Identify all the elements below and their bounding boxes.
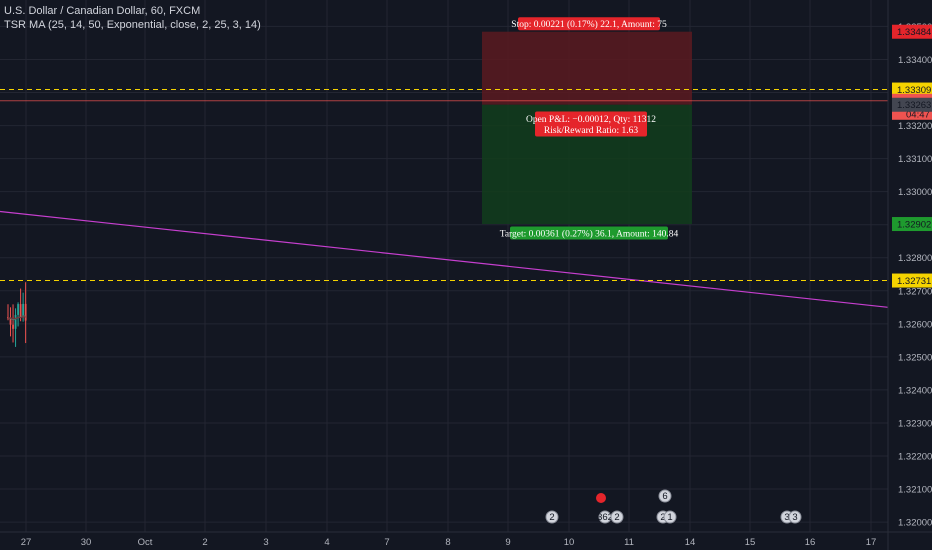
y-tick-label: 1.32100 xyxy=(898,485,932,496)
stop-zone xyxy=(482,31,692,105)
event-badge xyxy=(788,510,802,524)
candle-body xyxy=(9,317,12,325)
candle-body xyxy=(22,303,25,318)
trendline xyxy=(0,210,889,308)
event-badge-count: 3 xyxy=(792,512,797,523)
symbol-title: U.S. Dollar / Canadian Dollar, 60, FXCM xyxy=(4,5,201,17)
upper-level-price-tag xyxy=(892,82,932,97)
candle-body xyxy=(24,303,27,321)
upper-level-price-value: 1.33309 xyxy=(897,85,931,96)
y-tick-label: 1.32600 xyxy=(898,319,932,330)
x-tick-label: 16 xyxy=(805,537,816,548)
chart-legend: U.S. Dollar / Canadian Dollar, 60, FXCM … xyxy=(4,4,261,32)
x-tick-label: 27 xyxy=(21,537,32,548)
event-badge xyxy=(658,489,672,503)
x-tick-label: 15 xyxy=(745,537,756,548)
entry-price-value: 1.33263 xyxy=(897,100,931,111)
y-tick-label: 1.32300 xyxy=(898,418,932,429)
ma-slow-line xyxy=(7,316,26,319)
x-tick-label: 2 xyxy=(202,537,207,548)
x-tick-label: 8 xyxy=(445,537,450,548)
event-badge-count: 2 xyxy=(660,512,665,523)
x-tick-label: 4 xyxy=(324,537,329,548)
target-label-box xyxy=(510,226,668,240)
y-tick-label: 1.32500 xyxy=(898,352,932,363)
pnl-label-box xyxy=(535,111,647,137)
pnl-label-text: Risk/Reward Ratio: 1.63 xyxy=(544,126,638,136)
x-tick-label: 7 xyxy=(384,537,389,548)
event-badge xyxy=(663,510,677,524)
x-tick-label: Oct xyxy=(138,537,153,548)
indicator-title: TSR MA (25, 14, 50, Exponential, close, … xyxy=(4,19,261,31)
event-badge-count: 1 xyxy=(667,512,672,523)
entry-price-tag xyxy=(892,97,932,112)
y-tick-label: 1.33000 xyxy=(898,187,932,198)
x-tick-label: 11 xyxy=(624,537,634,548)
y-tick-label: 1.33400 xyxy=(898,55,932,66)
target-label-text: Target: 0.00361 (0.27%) 36.1, Amount: 14… xyxy=(500,229,679,240)
event-badge xyxy=(545,510,559,524)
y-tick-label: 1.33200 xyxy=(898,121,932,132)
event-badge-count: 3 xyxy=(784,512,789,523)
x-tick-label: 17 xyxy=(866,537,877,548)
x-tick-label: 14 xyxy=(685,537,696,548)
x-tick-label: 3 xyxy=(263,537,268,548)
target-price-value: 1.32902 xyxy=(897,220,931,231)
candle-body xyxy=(12,324,14,329)
event-badge xyxy=(610,510,624,524)
candle-body xyxy=(14,314,17,329)
y-tick-label: 1.32800 xyxy=(898,253,932,264)
y-tick-label: 1.32200 xyxy=(898,452,932,463)
candle-body xyxy=(19,304,22,318)
stop-label-text: Stop: 0.00221 (0.17%) 22.1, Amount: 75 xyxy=(511,19,667,30)
stop-price-value: 1.33484 xyxy=(897,27,931,38)
event-marker xyxy=(596,493,606,503)
target-price-tag xyxy=(892,217,932,232)
event-badge-count: 362 xyxy=(597,512,613,523)
y-tick-label: 1.33100 xyxy=(898,154,932,165)
y-tick-label: 1.32000 xyxy=(898,518,932,529)
stop-label-box xyxy=(518,17,660,31)
stop-price-tag xyxy=(892,24,932,39)
candle-body xyxy=(17,304,19,315)
countdown-value: 04:47 xyxy=(906,109,930,120)
event-badge-count: 2 xyxy=(549,512,554,523)
y-tick-label: 1.32700 xyxy=(898,286,932,297)
pnl-label-text: Open P&L: −0.00012, Qty: 11312 xyxy=(526,115,656,125)
x-tick-label: 30 xyxy=(81,537,92,548)
event-badge-count: 6 xyxy=(662,491,667,502)
y-tick-label: 1.32400 xyxy=(898,385,932,396)
x-tick-label: 9 xyxy=(505,537,510,548)
x-tick-label: 10 xyxy=(564,537,575,548)
lower-level-price-value: 1.32731 xyxy=(897,276,931,287)
lower-level-price-tag xyxy=(892,273,932,288)
event-badge-count: 2 xyxy=(614,512,619,523)
